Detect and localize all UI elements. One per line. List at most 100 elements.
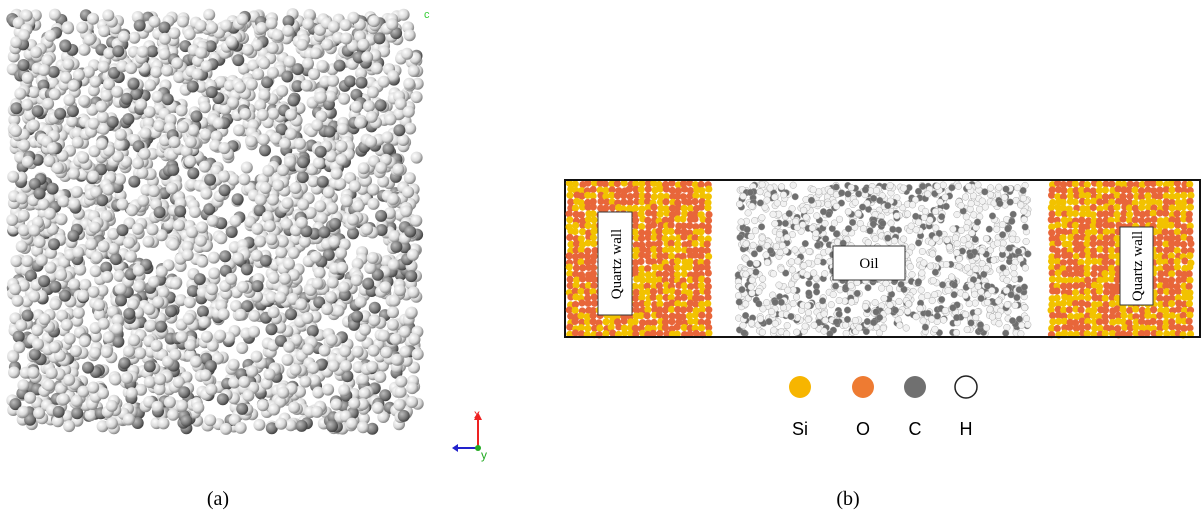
atom — [132, 223, 144, 235]
atom — [283, 341, 295, 353]
atom — [567, 276, 574, 283]
atom — [650, 204, 657, 211]
atom — [770, 211, 777, 218]
atom — [378, 76, 390, 88]
atom — [72, 137, 84, 149]
atom — [668, 222, 675, 229]
atom — [232, 252, 244, 264]
atom — [272, 179, 284, 191]
atom — [705, 217, 712, 224]
atom — [285, 128, 297, 140]
atom — [873, 187, 880, 194]
atom — [758, 224, 765, 231]
atom — [806, 290, 813, 297]
atom — [359, 387, 371, 399]
atom — [63, 420, 75, 432]
atom — [763, 299, 770, 306]
atom — [329, 218, 341, 230]
atom — [407, 249, 419, 261]
atom — [979, 248, 986, 255]
atom — [143, 236, 155, 248]
atom — [950, 226, 957, 233]
atom — [195, 235, 207, 247]
atom — [920, 318, 927, 325]
atom — [822, 270, 829, 277]
atom — [1060, 300, 1067, 307]
atom — [239, 108, 251, 120]
atom — [927, 263, 934, 270]
atom — [49, 281, 61, 293]
atom — [1014, 294, 1021, 301]
atom — [1186, 324, 1193, 331]
atom — [168, 27, 180, 39]
atom — [47, 183, 59, 195]
atom — [145, 320, 157, 332]
atom — [356, 77, 368, 89]
atom — [235, 309, 247, 321]
atom — [1011, 264, 1018, 271]
atom — [45, 30, 57, 42]
atom — [1049, 276, 1056, 283]
atom — [686, 264, 693, 271]
atom — [110, 374, 122, 386]
atom — [609, 204, 616, 211]
atom — [1150, 318, 1157, 325]
atom — [46, 367, 58, 379]
atom — [1066, 306, 1073, 313]
atom — [958, 227, 965, 234]
atom — [38, 64, 50, 76]
atom — [178, 386, 190, 398]
atom — [1048, 192, 1055, 199]
atom — [98, 318, 110, 330]
atom — [662, 324, 669, 331]
atom — [32, 105, 44, 117]
atom — [123, 413, 135, 425]
atom — [379, 281, 391, 293]
atom — [106, 417, 118, 429]
atom — [768, 308, 775, 315]
atom — [118, 31, 130, 43]
atom — [759, 329, 766, 336]
atom — [1023, 315, 1030, 322]
atom — [1186, 263, 1193, 270]
atom — [896, 298, 903, 305]
atom — [1096, 222, 1103, 229]
atom — [10, 255, 22, 267]
atom — [705, 270, 712, 277]
atom — [876, 314, 883, 321]
atom — [391, 354, 403, 366]
atom — [165, 305, 177, 317]
atom — [284, 56, 296, 68]
atom — [1186, 216, 1193, 223]
atom — [364, 262, 376, 274]
atom — [1078, 227, 1085, 234]
atom — [1181, 247, 1188, 254]
atom — [361, 51, 373, 63]
atom — [590, 216, 597, 223]
atom — [290, 182, 302, 194]
atom — [87, 171, 99, 183]
atom — [859, 204, 866, 211]
atom — [821, 311, 828, 318]
atom — [744, 226, 751, 233]
atom — [73, 69, 85, 81]
atom — [78, 95, 90, 107]
atom — [176, 331, 188, 343]
atom — [121, 93, 133, 105]
atom — [411, 152, 423, 164]
atom — [227, 97, 239, 109]
atom — [34, 188, 46, 200]
atom — [282, 25, 294, 37]
atom — [288, 247, 300, 259]
atom — [913, 313, 920, 320]
atom — [7, 351, 19, 363]
atom — [297, 171, 309, 183]
atom — [898, 281, 905, 288]
atom — [334, 60, 346, 72]
atom — [54, 108, 66, 120]
atom — [106, 400, 118, 412]
atom — [1180, 203, 1187, 210]
atom — [314, 267, 326, 279]
atom — [248, 326, 260, 338]
atom — [865, 239, 872, 246]
